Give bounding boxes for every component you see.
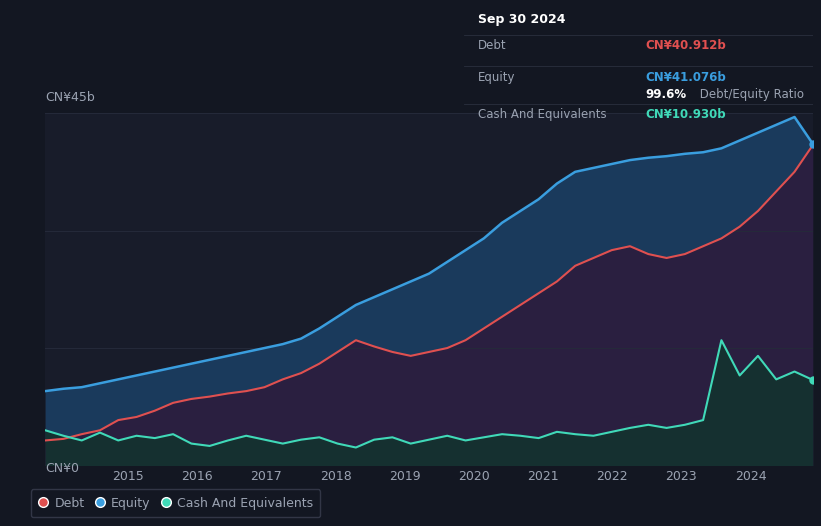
Text: CN¥40.912b: CN¥40.912b bbox=[645, 39, 726, 52]
Text: Cash And Equivalents: Cash And Equivalents bbox=[478, 107, 607, 120]
Text: Sep 30 2024: Sep 30 2024 bbox=[478, 13, 566, 26]
Text: CN¥10.930b: CN¥10.930b bbox=[645, 107, 726, 120]
Text: Debt: Debt bbox=[478, 39, 507, 52]
Text: CN¥45b: CN¥45b bbox=[45, 91, 95, 104]
Text: CN¥0: CN¥0 bbox=[45, 462, 79, 475]
Text: CN¥41.076b: CN¥41.076b bbox=[645, 71, 726, 84]
Text: 99.6%: 99.6% bbox=[645, 88, 686, 102]
Text: Equity: Equity bbox=[478, 71, 516, 84]
Text: Debt/Equity Ratio: Debt/Equity Ratio bbox=[696, 88, 804, 102]
Legend: Debt, Equity, Cash And Equivalents: Debt, Equity, Cash And Equivalents bbox=[31, 489, 320, 517]
